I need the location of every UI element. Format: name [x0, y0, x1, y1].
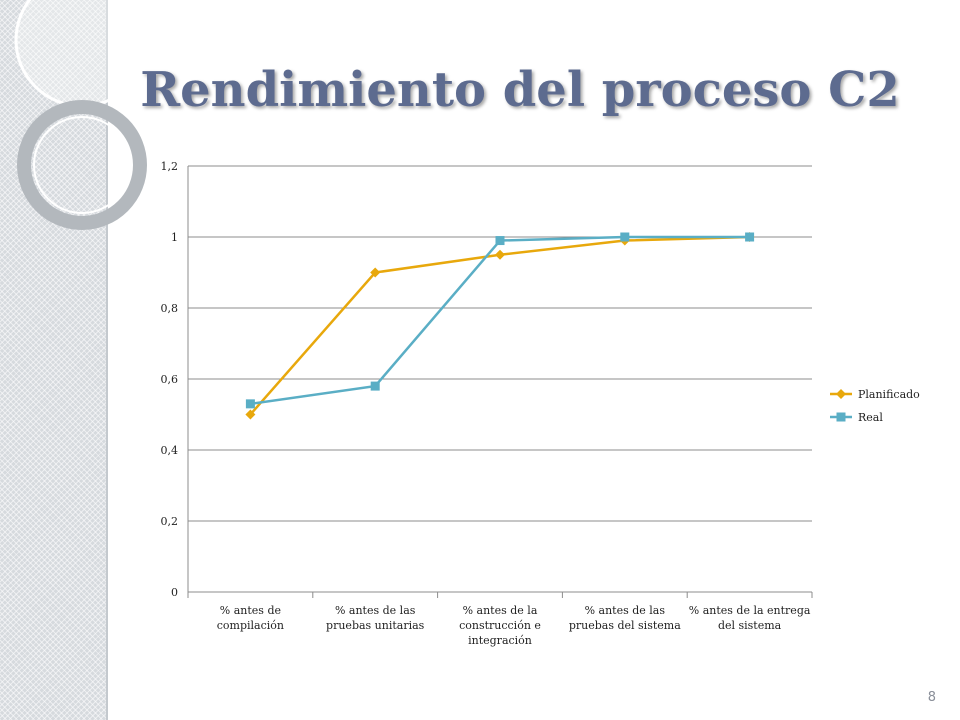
- y-tick-label: 1: [171, 231, 178, 244]
- legend-label: Planificado: [858, 388, 920, 401]
- y-axis-ticks: 0 0,2 0,4 0,6 0,8 1 1,2: [161, 160, 179, 599]
- data-point-real: [370, 381, 380, 391]
- x-axis-ticks: % antes de compilación % antes de las prueb…: [217, 604, 811, 647]
- x-tick-label: % antes de compilación: [217, 604, 284, 632]
- y-tick-label: 1,2: [161, 160, 179, 173]
- legend-label: Real: [858, 411, 883, 424]
- legend-swatch-marker: [836, 389, 846, 399]
- y-tick-label: 0,6: [161, 373, 179, 386]
- page-number: 8: [927, 690, 936, 705]
- data-point-real: [245, 399, 255, 409]
- slide-title: Rendimiento del proceso C2: [140, 62, 900, 118]
- data-point-planificado: [245, 409, 256, 420]
- chart-grid: [187, 165, 813, 598]
- y-tick-label: 0,4: [161, 444, 179, 457]
- x-tick-label: % antes de la construcción e integración: [459, 604, 541, 647]
- data-point-planificado: [370, 267, 381, 278]
- x-tick-label: % antes de las pruebas unitarias: [326, 604, 425, 632]
- chart-legend: Planificado Real: [830, 388, 920, 424]
- legend-swatch-marker: [836, 412, 846, 422]
- y-tick-label: 0: [171, 586, 178, 599]
- data-point-planificado: [495, 249, 505, 260]
- x-tick-label: % antes de las pruebas del sistema: [569, 604, 681, 632]
- series-line-planificado: [249, 235, 750, 416]
- chart-series: [245, 232, 755, 420]
- data-point-real: [495, 236, 505, 246]
- y-tick-label: 0,2: [161, 515, 179, 528]
- data-point-real: [745, 232, 755, 242]
- x-tick-label: % antes de la entrega del sistema: [689, 604, 811, 632]
- data-point-real: [620, 232, 630, 242]
- y-tick-label: 0,8: [161, 302, 179, 315]
- line-chart: 0 0,2 0,4 0,6 0,8 1 1,2 % antes de compilación%…: [161, 160, 921, 647]
